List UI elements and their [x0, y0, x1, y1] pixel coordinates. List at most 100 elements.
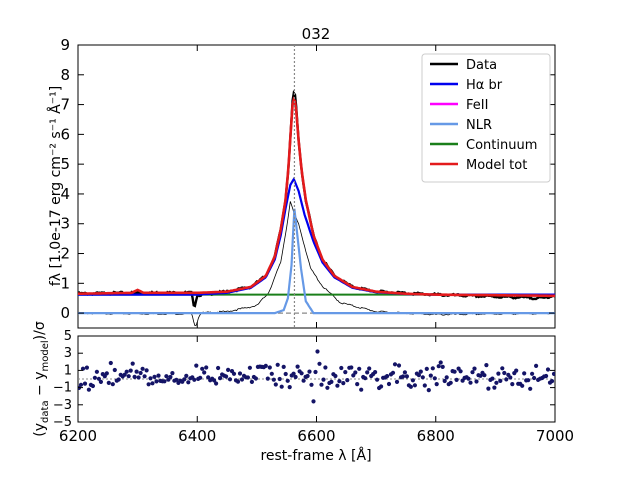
residual-point [534, 363, 539, 368]
residual-point [321, 377, 326, 382]
residual-y-tick-label: 1 [64, 363, 72, 378]
residual-point [390, 370, 396, 375]
residual-x-tick-label: 6400 [178, 427, 216, 445]
residual-point [514, 368, 519, 373]
residual-ylabel-part: (y [32, 423, 48, 437]
residual-point [317, 361, 322, 366]
residual-point [502, 370, 507, 376]
spectrum-y-ticks: 0 1 2 3 4 5 6 7 8 9 [60, 36, 556, 328]
residual-point [432, 376, 437, 381]
residual-point [247, 365, 252, 370]
residual-point [184, 373, 189, 378]
residual-point [84, 365, 89, 370]
residual-point [418, 369, 423, 374]
residual-point [333, 373, 338, 379]
residual-point [530, 371, 535, 376]
residual-point [500, 366, 505, 371]
residual-point [412, 383, 417, 388]
residual-point [148, 376, 153, 381]
residual-point [307, 369, 312, 374]
residual-point [281, 364, 286, 369]
residual-y-tick-label: −1 [53, 381, 72, 396]
residual-point [470, 370, 475, 375]
residual-point [124, 369, 129, 374]
model-total-line [78, 96, 555, 298]
residual-ylabel-part-mid: − y [32, 372, 48, 401]
residual-point [142, 374, 147, 379]
residual-point [355, 382, 360, 387]
residual-point [335, 383, 340, 388]
residual-point [466, 376, 471, 381]
residual-point [349, 365, 354, 370]
residual-point [301, 378, 306, 383]
residual-point [299, 371, 304, 376]
spectrum-y-tick-label: 7 [60, 96, 70, 114]
residual-point [379, 384, 384, 389]
residual-point [134, 369, 139, 374]
residual-point [329, 379, 334, 384]
residual-y-tick-label: 5 [64, 329, 72, 344]
spectrum-y-tick-label: 1 [60, 274, 70, 292]
residual-point [277, 376, 282, 382]
residual-point [319, 382, 324, 387]
residual-point [186, 380, 191, 385]
residual-point [237, 371, 243, 376]
residual-point [325, 385, 330, 390]
residual-point [496, 371, 501, 376]
residual-y-axis-label: (ydata − ymodel)/σ [32, 321, 51, 437]
residual-point [198, 375, 203, 380]
residual-point [468, 380, 473, 385]
residual-point [144, 368, 149, 373]
residual-point [275, 362, 280, 367]
residual-point [80, 366, 86, 371]
residual-point [218, 376, 223, 381]
residual-point [214, 381, 219, 386]
residual-point [239, 377, 245, 382]
spectrum-title: 032 [302, 25, 331, 43]
residual-point [510, 382, 515, 387]
residual-point [293, 374, 298, 380]
residual-ylabel-sub-model: model [40, 340, 51, 371]
spectrum-y-tick-label: 4 [60, 185, 70, 203]
spectrum-y-tick-label: 3 [60, 215, 70, 233]
residual-point [130, 361, 135, 366]
residual-point [227, 377, 233, 382]
residual-point [309, 382, 314, 387]
residual-point [367, 366, 372, 371]
residual-point [245, 375, 250, 380]
spectrum-y-tick-label: 9 [60, 36, 70, 54]
residual-point [343, 370, 348, 375]
residual-point [313, 369, 318, 375]
spectrum-y-axis-label: fλ [1.0e-17 erg cm⁻² s⁻¹ Å⁻¹] [47, 86, 64, 286]
residual-point [194, 363, 199, 368]
residual-point [78, 382, 84, 387]
residual-point [482, 373, 487, 378]
residual-point [452, 369, 457, 374]
residual-point [422, 383, 427, 388]
residual-point [528, 386, 533, 391]
spectrum-y-tick-label: 6 [60, 125, 70, 143]
residual-point [283, 371, 288, 377]
residual-point [174, 377, 179, 382]
residual-point [532, 375, 537, 381]
residual-point [436, 364, 441, 369]
residual-point [442, 378, 447, 384]
residual-point [200, 366, 205, 371]
residual-point [522, 371, 527, 376]
residual-x-tick-label: 6600 [297, 427, 335, 445]
nlr-line [78, 208, 555, 315]
residual-point [484, 363, 489, 368]
legend-label: NLR [466, 118, 492, 133]
spectrum-y-tick-label: 8 [60, 66, 70, 84]
residual-panel: −5 −3 −1 1 3 5 6200 6400 6600 6800 7000 (ydata − … [32, 321, 574, 464]
residual-point [478, 373, 483, 378]
legend-label: Continuum [466, 138, 537, 153]
residual-point [182, 377, 187, 382]
residual-y-tick-label: −5 [53, 415, 72, 430]
residual-point [394, 379, 400, 384]
residual-point [92, 375, 97, 380]
legend-label: Model tot [466, 158, 527, 173]
residual-point [386, 381, 392, 387]
legend-label: Data [466, 58, 497, 73]
residual-point [416, 373, 421, 378]
